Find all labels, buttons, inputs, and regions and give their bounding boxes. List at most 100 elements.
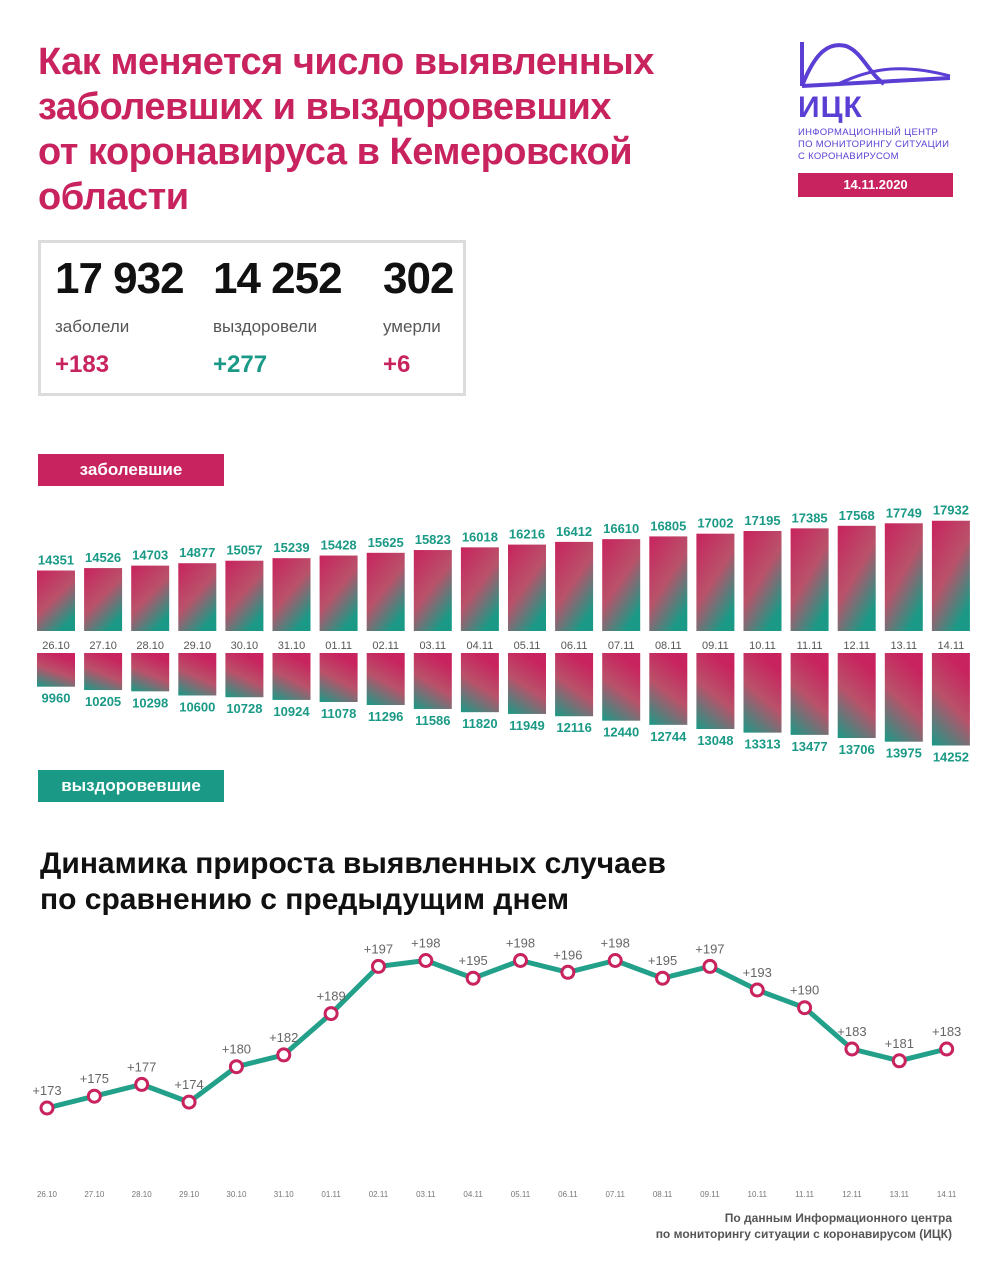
bar-cases bbox=[837, 525, 876, 631]
data-label: +177 bbox=[127, 1059, 156, 1074]
bar-date-label: 05.11 bbox=[514, 640, 541, 652]
bar-date-label: 27.10 bbox=[89, 640, 117, 652]
bar-cases-value: 17568 bbox=[839, 508, 875, 523]
logo-subtitle: ИНФОРМАЦИОННЫЙ ЦЕНТР ПО МОНИТОРИНГУ СИТУ… bbox=[798, 127, 954, 163]
bar-date-label: 07.11 bbox=[608, 640, 635, 652]
bar-date-label: 13.11 bbox=[890, 640, 917, 652]
bar-recovered-value: 13706 bbox=[839, 742, 875, 757]
bar-date-label: 31.10 bbox=[278, 640, 306, 652]
bar-recovered bbox=[37, 653, 75, 687]
bar-cases bbox=[319, 555, 358, 631]
x-tick-label: 01.11 bbox=[321, 1190, 341, 1199]
bar-date-label: 12.11 bbox=[843, 640, 870, 652]
bar-cases-value: 16805 bbox=[650, 518, 686, 533]
bar-date-label: 29.10 bbox=[184, 640, 212, 652]
bar-date-label: 26.10 bbox=[42, 640, 70, 652]
logo-subtitle-line: ИНФОРМАЦИОННЫЙ ЦЕНТР bbox=[798, 127, 938, 138]
title-line: области bbox=[38, 176, 189, 218]
bar-cases bbox=[602, 539, 641, 631]
bar-cases bbox=[649, 536, 688, 631]
source-line: по мониторингу ситуации с коронавирусом … bbox=[655, 1227, 952, 1241]
source-note: По данным Информационного центра по мони… bbox=[656, 1210, 952, 1242]
bar-recovered bbox=[413, 653, 452, 709]
bar-recovered-value: 11820 bbox=[462, 716, 497, 731]
bar-cases bbox=[508, 544, 546, 631]
bar-cases-value: 14351 bbox=[38, 553, 74, 568]
logo-subtitle-line: ПО МОНИТОРИНГУ СИТУАЦИИ bbox=[798, 139, 950, 150]
bar-recovered bbox=[649, 653, 688, 725]
x-tick-label: 27.10 bbox=[84, 1190, 105, 1199]
bar-recovered-value: 13313 bbox=[744, 737, 780, 752]
series-line bbox=[46, 958, 948, 1111]
bar-date-label: 06.11 bbox=[561, 640, 588, 652]
band-recovered: выздоровевшие bbox=[38, 770, 224, 802]
bar-cases-value: 15239 bbox=[273, 540, 309, 555]
data-label: +196 bbox=[553, 947, 582, 962]
stat-value: 302 bbox=[383, 254, 454, 303]
x-tick-label: 11.11 bbox=[795, 1190, 814, 1199]
x-tick-label: 03.11 bbox=[416, 1190, 436, 1199]
x-tick-label: 31.10 bbox=[274, 1190, 295, 1199]
bar-recovered bbox=[272, 653, 311, 700]
stat-cases: 17 932 заболели +183 bbox=[55, 253, 185, 379]
bar-cases-value: 15625 bbox=[368, 535, 404, 550]
bar-recovered-value: 13477 bbox=[792, 739, 828, 754]
bar-cases-value: 14877 bbox=[179, 545, 215, 560]
bar-recovered bbox=[931, 653, 970, 746]
data-point bbox=[323, 1006, 339, 1022]
bar-recovered bbox=[884, 653, 923, 742]
bar-recovered bbox=[131, 653, 170, 692]
x-tick-label: 28.10 bbox=[132, 1190, 153, 1199]
x-tick-label: 14.11 bbox=[937, 1190, 957, 1199]
bar-cases bbox=[413, 550, 452, 631]
bar-cases bbox=[37, 570, 75, 631]
bar-recovered bbox=[319, 653, 358, 703]
bar-date-label: 04.11 bbox=[467, 640, 494, 652]
data-point bbox=[276, 1047, 292, 1063]
bar-cases bbox=[366, 552, 405, 631]
bar-recovered-value: 11949 bbox=[509, 718, 544, 733]
stat-delta: +183 bbox=[55, 351, 110, 378]
bar-date-label: 03.11 bbox=[419, 640, 446, 652]
bar-date-label: 08.11 bbox=[655, 640, 682, 652]
bar-recovered bbox=[743, 653, 782, 733]
data-point bbox=[513, 953, 528, 968]
bar-date-label: 14.11 bbox=[938, 640, 965, 652]
bar-cases bbox=[743, 530, 782, 631]
stat-delta: +6 bbox=[383, 351, 411, 378]
bar-recovered bbox=[555, 653, 594, 717]
data-label: +195 bbox=[648, 953, 677, 968]
bar-recovered-value: 13975 bbox=[886, 746, 922, 761]
x-tick-label: 06.11 bbox=[558, 1190, 578, 1199]
data-label: +198 bbox=[601, 936, 630, 951]
line-chart-title-line: по сравнению с предыдущим днем bbox=[40, 883, 570, 916]
bar-cases-value: 14526 bbox=[85, 550, 121, 565]
x-tick-label: 05.11 bbox=[511, 1190, 531, 1199]
x-tick-label: 07.11 bbox=[605, 1190, 625, 1199]
stat-recovered: 14 252 выздоровели +277 bbox=[213, 253, 343, 379]
bar-recovered-value: 10924 bbox=[273, 704, 310, 719]
data-label: +189 bbox=[316, 989, 345, 1004]
data-point bbox=[844, 1041, 860, 1057]
bar-cases-value: 16412 bbox=[556, 524, 592, 539]
x-tick-label: 29.10 bbox=[179, 1190, 200, 1199]
data-point bbox=[134, 1076, 150, 1092]
bar-recovered-value: 14252 bbox=[933, 750, 969, 765]
bar-recovered-value: 12116 bbox=[556, 720, 591, 735]
stat-value: 14 252 bbox=[213, 254, 343, 303]
stat-value: 17 932 bbox=[55, 254, 185, 303]
bar-cases bbox=[555, 541, 594, 631]
data-point bbox=[749, 982, 765, 998]
bar-date-label: 10.11 bbox=[749, 640, 776, 652]
data-point bbox=[39, 1100, 55, 1116]
data-point bbox=[465, 970, 481, 986]
x-tick-label: 10.11 bbox=[748, 1190, 768, 1199]
x-tick-label: 02.11 bbox=[369, 1190, 389, 1199]
title-line: от коронавируса в Кемеровской bbox=[38, 131, 633, 173]
bar-cases-value: 15057 bbox=[226, 543, 262, 558]
data-label: +190 bbox=[790, 983, 819, 998]
bar-cases bbox=[225, 560, 264, 631]
bar-date-label: 30.10 bbox=[231, 640, 259, 652]
page-title: Как меняется число выявленных заболевших… bbox=[38, 40, 678, 220]
